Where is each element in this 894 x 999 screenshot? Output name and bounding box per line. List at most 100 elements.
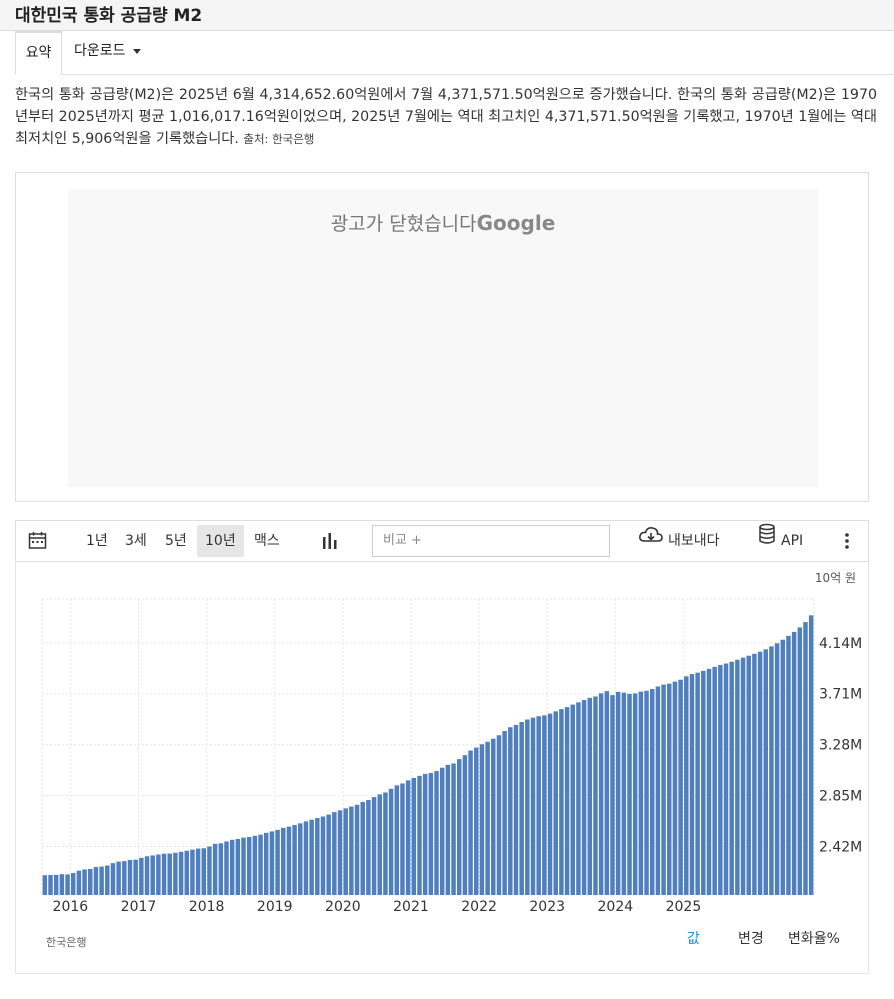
bar-13[interactable] bbox=[116, 861, 121, 895]
bar-66[interactable] bbox=[417, 775, 422, 895]
bar-67[interactable] bbox=[422, 773, 428, 895]
period-3y[interactable]: 3세 bbox=[125, 533, 147, 549]
bar-3[interactable] bbox=[59, 874, 65, 895]
bar-125[interactable] bbox=[752, 653, 757, 895]
calendar-icon[interactable] bbox=[28, 521, 48, 561]
bar-35[interactable] bbox=[241, 837, 246, 895]
bar-46[interactable] bbox=[303, 821, 309, 895]
api-button[interactable]: API bbox=[758, 521, 803, 561]
bar-40[interactable] bbox=[269, 831, 275, 895]
period-1y[interactable]: 1년 bbox=[86, 533, 108, 549]
bar-37[interactable] bbox=[252, 835, 258, 895]
bar-26[interactable] bbox=[190, 849, 195, 895]
bar-77[interactable] bbox=[479, 744, 485, 895]
bar-23[interactable] bbox=[173, 852, 178, 895]
bar-97[interactable] bbox=[593, 696, 598, 895]
tab-download[interactable]: 다운로드 bbox=[74, 31, 141, 74]
bar-109[interactable] bbox=[661, 684, 666, 895]
bar-88[interactable] bbox=[542, 715, 547, 895]
tab-summary[interactable]: 요약 bbox=[15, 31, 62, 75]
bar-55[interactable] bbox=[354, 804, 360, 895]
bar-133[interactable] bbox=[797, 627, 803, 895]
bar-98[interactable] bbox=[598, 693, 604, 895]
bar-43[interactable] bbox=[286, 826, 292, 895]
bar-39[interactable] bbox=[263, 832, 269, 895]
bar-30[interactable] bbox=[212, 843, 218, 895]
bar-80[interactable] bbox=[496, 735, 502, 895]
bar-102[interactable] bbox=[621, 692, 627, 895]
bar-79[interactable] bbox=[491, 738, 496, 895]
bar-76[interactable] bbox=[474, 747, 479, 895]
bar-53[interactable] bbox=[343, 808, 348, 895]
bar-48[interactable] bbox=[315, 818, 320, 895]
bar-65[interactable] bbox=[411, 777, 417, 895]
bar-44[interactable] bbox=[292, 825, 297, 895]
bar-62[interactable] bbox=[394, 785, 400, 895]
bar-120[interactable] bbox=[723, 663, 729, 895]
bar-78[interactable] bbox=[485, 741, 490, 895]
bar-31[interactable] bbox=[218, 843, 224, 895]
bar-129[interactable] bbox=[774, 643, 780, 895]
bar-8[interactable] bbox=[88, 868, 93, 895]
bar-93[interactable] bbox=[570, 704, 575, 895]
bar-57[interactable] bbox=[366, 800, 371, 895]
bar-75[interactable] bbox=[468, 750, 473, 895]
bar-59[interactable] bbox=[377, 794, 382, 895]
compare-input[interactable]: 비교 + bbox=[372, 525, 610, 557]
bar-45[interactable] bbox=[298, 823, 303, 895]
bar-chart-icon[interactable] bbox=[321, 521, 339, 561]
bar-111[interactable] bbox=[672, 681, 678, 895]
bar-9[interactable] bbox=[93, 867, 99, 895]
bar-101[interactable] bbox=[615, 691, 621, 895]
bar-94[interactable] bbox=[576, 702, 581, 895]
bar-99[interactable] bbox=[604, 691, 610, 895]
bar-104[interactable] bbox=[632, 693, 638, 895]
bar-119[interactable] bbox=[718, 665, 723, 895]
bar-108[interactable] bbox=[655, 686, 661, 896]
bar-95[interactable] bbox=[581, 700, 587, 895]
bar-117[interactable] bbox=[706, 668, 712, 895]
export-button[interactable]: 내보내다 bbox=[638, 521, 720, 561]
bar-122[interactable] bbox=[735, 659, 740, 895]
bar-73[interactable] bbox=[456, 759, 462, 895]
bar-70[interactable] bbox=[439, 767, 445, 895]
bar-110[interactable] bbox=[667, 683, 672, 895]
bar-72[interactable] bbox=[451, 763, 456, 895]
bar-91[interactable] bbox=[559, 709, 564, 895]
bar-118[interactable] bbox=[712, 666, 717, 895]
bar-113[interactable] bbox=[684, 676, 689, 895]
bar-81[interactable] bbox=[502, 731, 507, 895]
mode-change[interactable]: 변경 bbox=[738, 931, 764, 947]
bar-54[interactable] bbox=[349, 806, 354, 895]
bar-1[interactable] bbox=[48, 874, 53, 895]
bar-128[interactable] bbox=[769, 646, 774, 895]
bar-100[interactable] bbox=[610, 695, 615, 895]
bar-20[interactable] bbox=[156, 854, 161, 895]
bar-15[interactable] bbox=[127, 859, 133, 895]
bar-71[interactable] bbox=[445, 764, 451, 895]
bar-69[interactable] bbox=[434, 771, 439, 895]
bar-132[interactable] bbox=[791, 631, 797, 895]
bar-42[interactable] bbox=[281, 827, 286, 895]
bar-50[interactable] bbox=[326, 814, 331, 895]
bar-112[interactable] bbox=[678, 679, 683, 895]
bar-34[interactable] bbox=[235, 839, 241, 895]
bar-56[interactable] bbox=[360, 801, 365, 895]
bar-12[interactable] bbox=[110, 863, 116, 895]
bar-5[interactable] bbox=[70, 872, 76, 895]
bar-115[interactable] bbox=[695, 672, 700, 895]
bar-89[interactable] bbox=[547, 713, 553, 895]
bar-2[interactable] bbox=[53, 874, 59, 895]
bar-103[interactable] bbox=[627, 693, 632, 895]
bar-16[interactable] bbox=[133, 859, 138, 895]
bar-90[interactable] bbox=[553, 711, 558, 895]
bar-29[interactable] bbox=[207, 846, 212, 895]
bar-18[interactable] bbox=[144, 856, 150, 895]
bar-106[interactable] bbox=[644, 690, 649, 895]
bar-41[interactable] bbox=[275, 829, 280, 895]
bar-4[interactable] bbox=[65, 874, 70, 895]
bar-134[interactable] bbox=[803, 622, 808, 895]
bar-10[interactable] bbox=[99, 866, 104, 895]
mode-change-percent[interactable]: 변화율% bbox=[788, 931, 840, 947]
bar-105[interactable] bbox=[638, 691, 644, 895]
